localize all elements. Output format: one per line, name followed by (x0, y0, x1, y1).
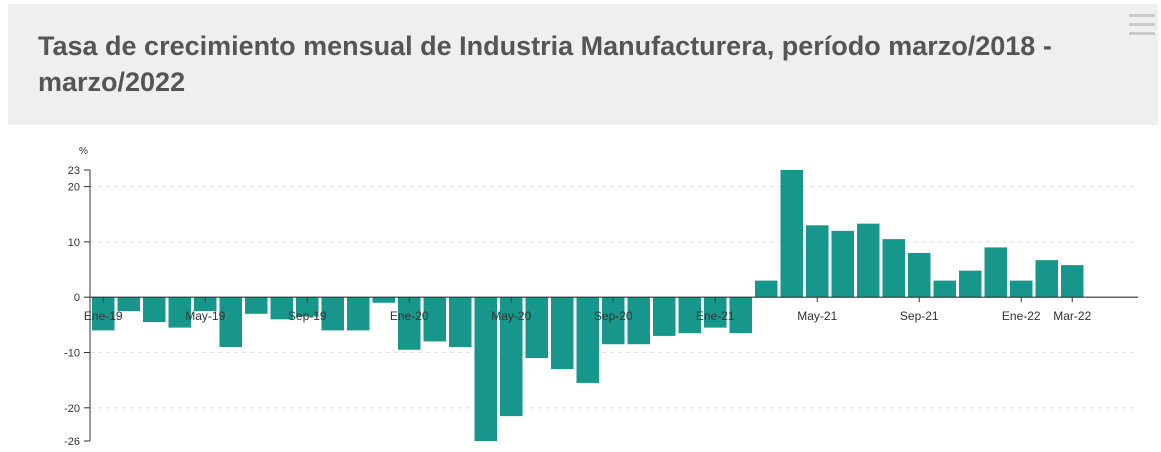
bar (704, 297, 727, 328)
bar (729, 297, 752, 334)
bar (959, 270, 982, 298)
bar (780, 170, 803, 298)
x-tick-label: May-21 (797, 309, 837, 323)
chart-title: Tasa de crecimiento mensual de Industria… (38, 31, 1052, 97)
bar (984, 247, 1007, 298)
x-tick-label: Sep-20 (594, 309, 633, 323)
bar (194, 297, 217, 312)
x-tick-label: Sep-19 (288, 309, 327, 323)
chart-header: Tasa de crecimiento mensual de Industria… (8, 4, 1158, 125)
bar (831, 230, 854, 298)
x-tick-label: Ene-19 (84, 309, 123, 323)
x-tick-label: Ene-20 (390, 309, 429, 323)
y-tick-label: -10 (64, 348, 80, 360)
bar (806, 225, 829, 298)
bar (933, 280, 956, 298)
bar (449, 297, 472, 347)
y-tick-label: 10 (68, 237, 80, 249)
bar (755, 280, 778, 298)
x-tick-label: May-20 (491, 309, 531, 323)
bar (1061, 265, 1084, 298)
bar (92, 297, 115, 331)
x-tick-label: Ene-21 (696, 309, 735, 323)
y-tick-label: -20 (64, 403, 80, 415)
y-tick-label: 0 (74, 292, 80, 304)
bar (245, 297, 268, 314)
bar (347, 297, 370, 331)
y-tick-label: 23 (68, 165, 80, 177)
bar (857, 223, 880, 298)
y-tick-label: -26 (64, 436, 80, 448)
x-tick-label: Sep-21 (900, 309, 939, 323)
bar (602, 297, 625, 345)
bar (653, 297, 676, 336)
bar (551, 297, 574, 370)
bar (1010, 280, 1033, 298)
bar (525, 297, 548, 359)
bar (678, 297, 701, 334)
bar (219, 297, 242, 347)
hamburger-menu-icon[interactable] (1129, 14, 1155, 36)
y-axis-unit-label: % (79, 146, 88, 157)
bar (117, 297, 140, 312)
bar (372, 297, 395, 303)
x-tick-label: Mar-22 (1053, 309, 1091, 323)
y-tick-label: 20 (68, 182, 80, 194)
bar (627, 297, 650, 345)
bar (1035, 260, 1058, 298)
bar (398, 297, 421, 350)
bar (908, 252, 931, 298)
bar (270, 297, 293, 320)
bar (882, 239, 905, 298)
bar (321, 297, 344, 331)
bar (500, 297, 523, 417)
bar (423, 297, 446, 342)
bar (576, 297, 599, 383)
bar (168, 297, 191, 328)
bar (143, 297, 166, 323)
bar (474, 297, 497, 441)
x-tick-label: May-19 (185, 309, 225, 323)
bar (296, 297, 319, 317)
x-tick-label: Ene-22 (1002, 309, 1041, 323)
